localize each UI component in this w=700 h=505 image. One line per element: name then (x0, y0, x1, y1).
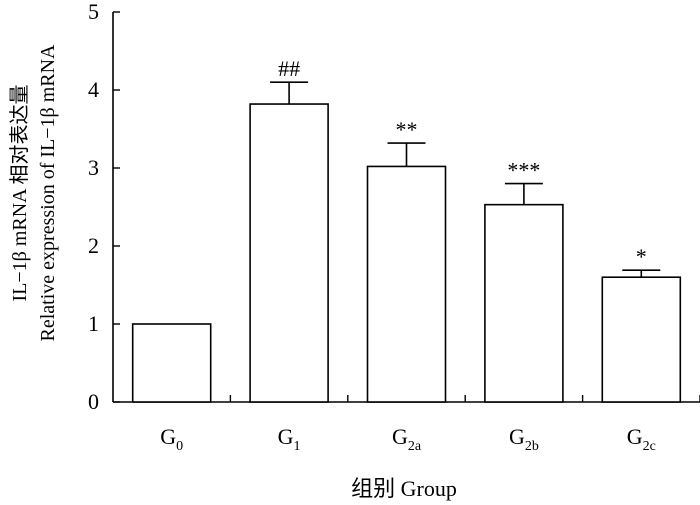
y-tick-label: 0 (88, 389, 99, 414)
y-tick-label: 3 (88, 155, 99, 180)
x-tick-label: G0 (160, 424, 183, 454)
bar-G1 (249, 103, 329, 403)
bar-G0 (131, 323, 212, 403)
x-tick-label: G2b (509, 424, 539, 454)
x-tick-labels: G0 G1 G2a G2b G2c (160, 424, 656, 454)
x-tick-label: G2a (392, 424, 422, 454)
bar-G2b (484, 203, 564, 403)
y-axis-title-line2: Relative expression of IL−1β mRNA (37, 44, 59, 342)
x-tick-label-base: G (278, 424, 294, 449)
significance-markers: ##****** (278, 56, 647, 269)
x-tick-label-base: G (509, 424, 525, 449)
bar-G2a (366, 165, 447, 403)
significance-marker: *** (507, 158, 540, 183)
x-tick-label-sub: 2c (643, 439, 656, 454)
x-tick-label-sub: 1 (294, 439, 301, 454)
error-bars (270, 81, 661, 278)
bars (131, 103, 682, 403)
x-tick-label-base: G (392, 424, 408, 449)
x-tick-label-base: G (160, 424, 176, 449)
significance-marker: ** (396, 117, 418, 142)
x-tick-label: G1 (278, 424, 301, 454)
x-axis-title: 组别 Group (351, 476, 457, 501)
x-tick-label-sub: 2a (408, 439, 422, 454)
y-tick-label: 2 (88, 233, 99, 258)
bar-G2c (601, 276, 682, 403)
x-tick-label-base: G (627, 424, 643, 449)
y-axis-ticks: 0 1 2 3 4 5 (88, 0, 120, 414)
y-tick-label: 1 (88, 311, 99, 336)
x-tick-label: G2c (627, 424, 656, 454)
significance-marker: * (636, 244, 647, 269)
y-axis-title-line1: IL−1β mRNA 相对表达量 (8, 84, 31, 301)
y-tick-label: 5 (88, 0, 99, 24)
x-axis-ticks (229, 395, 700, 402)
x-tick-label-sub: 0 (176, 439, 183, 454)
y-tick-label: 4 (88, 77, 99, 102)
significance-marker: ## (278, 56, 300, 81)
x-tick-label-sub: 2b (525, 439, 539, 454)
